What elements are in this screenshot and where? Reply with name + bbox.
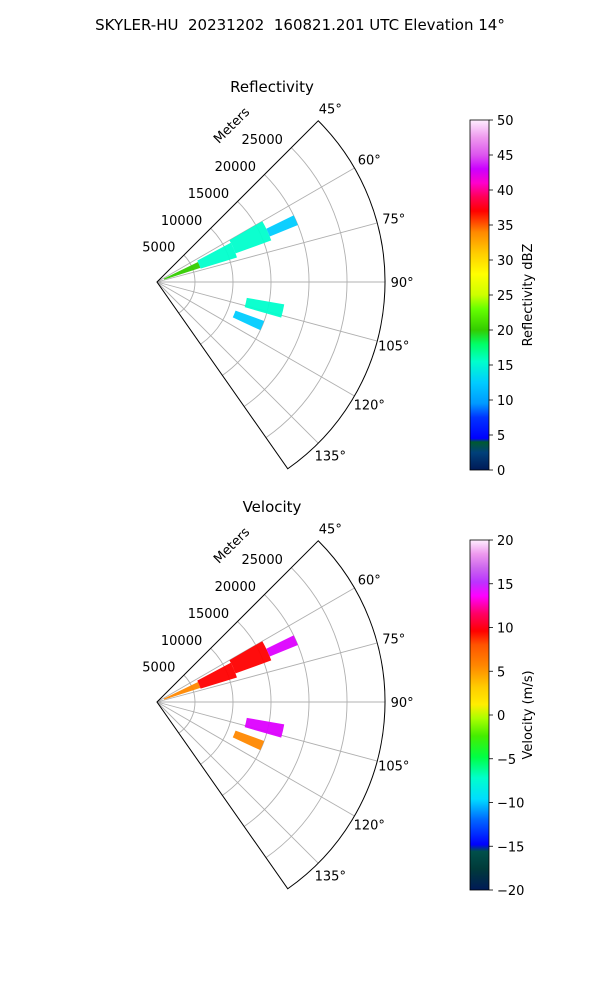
grid-arc <box>200 227 234 345</box>
echo-region <box>232 730 265 751</box>
theta-tick-label: 60° <box>358 573 381 588</box>
colorbar-tick-label: −20 <box>497 884 524 899</box>
grid-spoke <box>156 281 319 444</box>
grid-arc <box>178 254 196 314</box>
colorbar-tick-label: 25 <box>497 289 514 304</box>
chart-title: Velocity <box>243 498 302 516</box>
colorbar-tick-label: 5 <box>497 665 505 680</box>
echo-region <box>244 297 285 318</box>
sector-outline <box>156 540 386 890</box>
theta-tick-label: 45° <box>319 523 342 538</box>
theta-tick-label: 90° <box>391 696 414 711</box>
theta-tick-label: 90° <box>391 276 414 291</box>
colorbar-tick-label: −15 <box>497 840 524 855</box>
grid-spoke <box>156 642 378 703</box>
colorbar-label: Reflectivity dBZ <box>521 244 536 347</box>
colorbar-tick-label: 10 <box>497 394 514 409</box>
radial-tick-label: 10000 <box>161 214 202 229</box>
echo-region <box>266 215 298 237</box>
echo-region <box>229 641 272 674</box>
colorbar-reflectivity: 0 5 10 15 20 25 30 35 40 45 50 Reflectivity dBZ <box>469 114 536 479</box>
theta-tick-label: 75° <box>382 213 405 228</box>
theta-tick-label: 60° <box>358 153 381 168</box>
colorbar-tick-label: 15 <box>497 359 514 374</box>
colorbar-tick-label: 40 <box>497 184 514 199</box>
echo-region <box>163 262 201 280</box>
radial-tick-label: 25000 <box>242 133 283 148</box>
colorbar-tick-label: 30 <box>497 254 514 269</box>
radial-tick-label: 25000 <box>242 553 283 568</box>
radial-tick-label: 15000 <box>188 187 229 202</box>
grid-spoke <box>156 587 355 703</box>
grid-spoke <box>156 222 378 283</box>
colorbar-tick-label: 0 <box>497 709 505 724</box>
colorbar-tick-label: 0 <box>497 464 505 479</box>
theta-tick-label: 120° <box>354 399 385 414</box>
echo-region <box>266 635 298 657</box>
echo-region <box>232 310 265 331</box>
grid-spoke <box>156 701 319 864</box>
echo-region <box>244 717 285 738</box>
echo-region <box>197 242 237 269</box>
theta-tick-label: 120° <box>354 819 385 834</box>
colorbar-tick-label: 35 <box>497 219 514 234</box>
echo-region <box>197 662 237 689</box>
radial-tick-label: 5000 <box>142 241 175 256</box>
grid-arc <box>200 647 234 765</box>
polar-panel-velocity: Velocity 45° 60° 75° 90° 105° 120° 135° 5000 1000… <box>142 498 414 890</box>
chart-title: Reflectivity <box>230 78 314 96</box>
polar-panel-reflectivity: Reflectivity 45° 60° 75° 90° 105° 120° 135° 5000… <box>142 78 414 470</box>
grid-spoke <box>156 701 355 817</box>
colorbar-tick-label: 15 <box>497 578 514 593</box>
grid-arc <box>222 621 272 796</box>
colorbar-tick-label: 10 <box>497 622 514 637</box>
colorbar-scale <box>469 119 490 471</box>
colorbar-tick-label: 5 <box>497 429 505 444</box>
grid-arc <box>222 201 272 376</box>
grid-arc <box>243 174 310 407</box>
colorbar-label: Velocity (m/s) <box>521 670 536 759</box>
colorbar-tick-label: −5 <box>497 753 516 768</box>
colorbar-tick-label: 20 <box>497 324 514 339</box>
grid-arc <box>265 567 348 859</box>
colorbar-tick-label: 50 <box>497 114 514 129</box>
theta-tick-label: 105° <box>378 759 409 774</box>
colorbar-velocity: −20 −15 −10 −5 0 5 10 15 20 Velocity (m/s) <box>469 534 536 899</box>
figure-title: SKYLER-HU 20231202 160821.201 UTC Elevat… <box>95 16 505 34</box>
colorbar-tick-label: 20 <box>497 534 514 549</box>
grid-arc <box>243 594 310 827</box>
theta-tick-label: 135° <box>315 449 346 464</box>
grid-arc <box>265 147 348 439</box>
echo-region <box>229 221 272 254</box>
grid-arc <box>178 674 196 734</box>
radial-tick-label: 5000 <box>142 661 175 676</box>
radial-tick-label: 15000 <box>188 607 229 622</box>
colorbar-tick-label: −10 <box>497 797 524 812</box>
theta-tick-label: 105° <box>378 339 409 354</box>
colorbar-tick-label: 45 <box>497 149 514 164</box>
colorbar-scale <box>469 539 490 891</box>
sector-outline <box>156 120 386 470</box>
grid-spoke <box>156 281 355 397</box>
radial-tick-label: 20000 <box>215 160 256 175</box>
theta-tick-label: 45° <box>319 103 342 118</box>
echo-region <box>163 682 201 700</box>
radial-tick-label: 20000 <box>215 580 256 595</box>
theta-tick-label: 135° <box>315 869 346 884</box>
radial-tick-label: 10000 <box>161 634 202 649</box>
theta-tick-label: 75° <box>382 633 405 648</box>
